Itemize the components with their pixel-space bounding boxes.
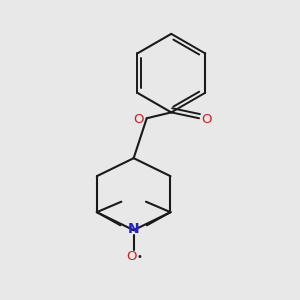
Text: O: O	[126, 250, 136, 263]
Text: •: •	[136, 252, 142, 262]
Text: O: O	[133, 113, 143, 126]
Text: N: N	[128, 222, 140, 236]
Text: O: O	[202, 113, 212, 126]
